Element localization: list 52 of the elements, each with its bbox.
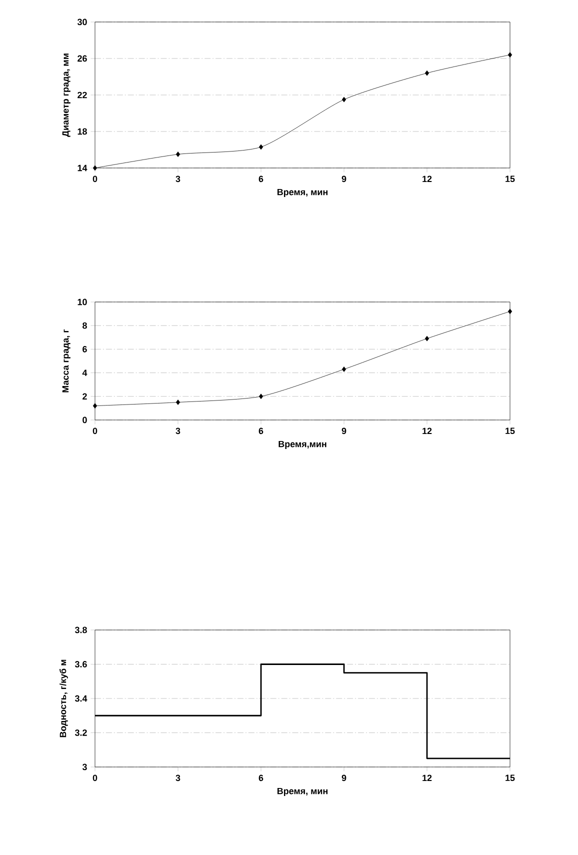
x-tick-label: 3 [176, 428, 180, 434]
x-tick-label: 0 [92, 774, 98, 782]
y-tick-label: 8 [82, 322, 87, 329]
x-tick-label: 6 [258, 428, 264, 434]
point [92, 165, 98, 171]
x-tick-label: 12 [422, 176, 432, 182]
x-tick-label: 15 [506, 428, 515, 434]
point [342, 96, 346, 102]
x-tick-label: 3 [176, 176, 180, 182]
x-tick-label: 12 [422, 428, 432, 434]
point [176, 400, 180, 405]
point [92, 403, 98, 409]
x-tick-label: 6 [258, 774, 264, 782]
point [508, 52, 512, 58]
x-axis-title: Время,мин [278, 440, 326, 449]
x-tick-label: 3 [176, 774, 180, 782]
y-axis-title: Диаметр града, мм [62, 54, 70, 137]
x-axis-title: Время, мин [277, 188, 328, 197]
point [424, 336, 430, 342]
point [258, 144, 264, 150]
y-tick-label: 4 [82, 370, 88, 376]
y-tick-label: 3.2 [74, 730, 87, 736]
point [424, 70, 430, 76]
y-tick-label: 6 [82, 346, 87, 352]
x-tick-label: 15 [506, 774, 515, 782]
y-tick-label: 18 [78, 128, 87, 135]
y-tick-label: 14 [78, 164, 88, 172]
point [342, 366, 346, 372]
point [508, 308, 512, 314]
x-tick-label: 0 [92, 176, 98, 182]
x-tick-label: 9 [342, 774, 346, 782]
x-tick-label: 9 [342, 176, 346, 182]
x-tick-label: 9 [342, 428, 346, 434]
x-tick-label: 6 [258, 176, 264, 182]
y-axis-title: Масса града, г [62, 329, 70, 392]
x-axis-title: Время, мин [277, 788, 328, 796]
point [258, 394, 264, 400]
y-tick-label: 10 [78, 298, 87, 306]
y-tick-label: 3 [82, 764, 87, 770]
y-axis-title: Водность, г/куб м [59, 660, 68, 738]
y-tick-label: 2 [82, 393, 87, 400]
y-tick-label: 3.6 [74, 661, 87, 668]
x-tick-label: 12 [422, 774, 432, 782]
x-tick-label: 15 [506, 176, 515, 182]
y-tick-label: 30 [77, 18, 87, 26]
y-tick-label: 3.8 [74, 626, 87, 634]
y-tick-label: 26 [78, 55, 87, 62]
y-tick-label: 3.4 [74, 695, 88, 702]
point [176, 152, 180, 157]
y-tick-label: 22 [78, 92, 87, 98]
y-tick-label: 0 [82, 416, 87, 424]
x-tick-label: 0 [92, 428, 98, 434]
